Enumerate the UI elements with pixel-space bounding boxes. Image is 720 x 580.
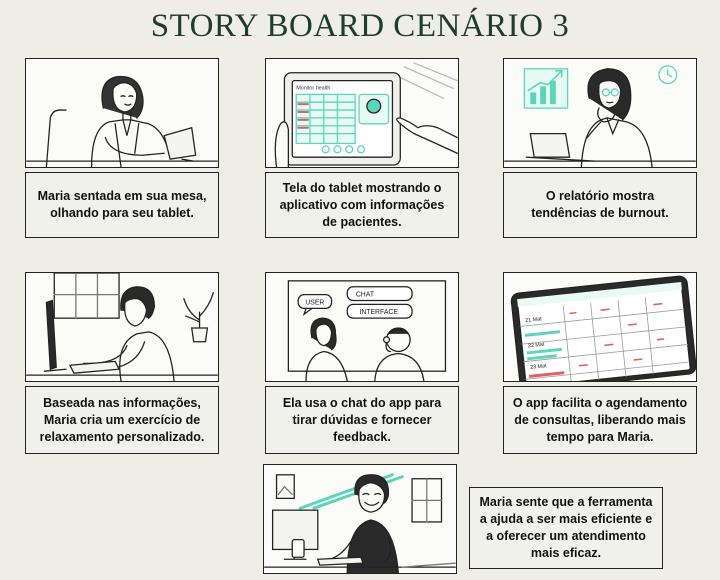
panel-1-illustration [25, 58, 219, 168]
burnout-report-illustration [504, 65, 696, 167]
woman-typing-at-computer-illustration [26, 273, 218, 381]
scheduling-calendar-illustration: 21 Mat 22 Mat 23 Mat [510, 275, 696, 381]
panel-7-illustration [263, 464, 457, 574]
page-title: STORY BOARD CENÁRIO 3 [150, 8, 570, 44]
panel-2-caption: Tela do tablet mostrando o aplicativo co… [265, 172, 459, 238]
tablet-screen-label: Monitor health [296, 85, 330, 91]
chat-bubble-chat: CHAT [356, 292, 375, 299]
panel-6-caption: O app facilita o agendamento de consulta… [503, 386, 697, 454]
panel-3-illustration [503, 58, 697, 168]
panel-1-caption: Maria sentada em sua mesa, olhando para … [25, 172, 219, 238]
panel-5-caption: Ela usa o chat do app para tirar dúvidas… [265, 386, 459, 454]
panel-6-illustration: 21 Mat 22 Mat 23 Mat [503, 272, 697, 382]
panel-4-caption: Baseada nas informações, Maria cria um e… [25, 386, 219, 454]
panel-5-illustration: USER CHAT INTERFACE [265, 272, 459, 382]
smiling-woman-at-computer-illustration [264, 473, 456, 573]
calendar-date-2: 22 Mat [528, 342, 546, 350]
chat-app-illustration: USER CHAT INTERFACE [287, 280, 447, 381]
calendar-date-1: 21 Mat [525, 316, 543, 324]
calendar-date-3: 23 Mat [530, 363, 548, 371]
panel-7-caption: Maria sente que a ferramenta a ajuda a s… [469, 487, 663, 569]
panel-2-illustration: Monitor health [265, 58, 459, 168]
chat-bubble-user: USER [305, 299, 324, 306]
panel-4-illustration [25, 272, 219, 382]
chat-bubble-interface: INTERFACE [359, 309, 398, 316]
woman-at-desk-with-tablet-illustration [26, 75, 218, 167]
tablet-app-screen-illustration: Monitor health [274, 62, 458, 167]
panel-3-caption: O relatório mostra tendências de burnout… [503, 172, 697, 238]
